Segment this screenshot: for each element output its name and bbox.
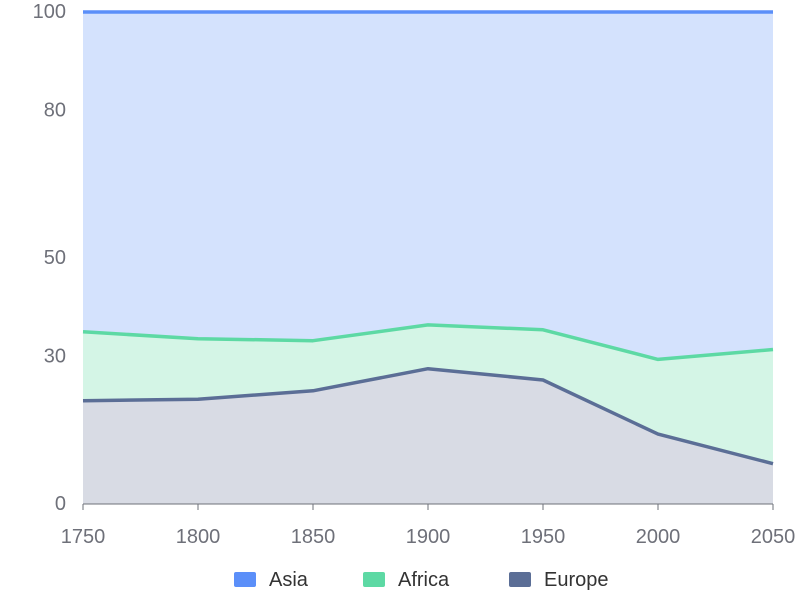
x-tick-label: 2050	[751, 526, 796, 548]
legend-swatch	[234, 572, 256, 587]
legend-item-europe[interactable]: Europe	[509, 569, 609, 591]
x-tick-label: 1900	[406, 526, 451, 548]
x-tick-label: 1800	[176, 526, 221, 548]
legend-swatch	[363, 572, 385, 587]
y-tick-label: 50	[44, 247, 66, 269]
legend: Asia Africa Europe	[234, 569, 609, 591]
legend-swatch	[509, 572, 531, 587]
x-tick-label: 1850	[291, 526, 336, 548]
legend-item-africa[interactable]: Africa	[363, 569, 450, 591]
x-axis: 1750 1800 1850 1900 1950 2000 2050	[61, 503, 796, 548]
area-africa	[83, 324, 773, 464]
y-tick-label: 80	[44, 99, 66, 121]
y-tick-label: 30	[44, 345, 66, 367]
x-tick-label: 1950	[521, 526, 566, 548]
line-europe	[82, 366, 774, 466]
y-axis: 0 30 50 80 100	[33, 1, 66, 515]
legend-item-asia[interactable]: Asia	[234, 569, 309, 591]
y-tick-label: 100	[33, 1, 66, 23]
area-asia	[83, 12, 773, 360]
y-tick-label: 0	[55, 493, 66, 515]
line-africa	[82, 323, 774, 362]
legend-label: Asia	[269, 569, 309, 591]
area-europe	[83, 368, 773, 504]
series-lines	[82, 10, 774, 466]
legend-label: Europe	[544, 569, 609, 591]
legend-label: Africa	[398, 569, 450, 591]
series-areas	[83, 12, 773, 504]
x-tick-label: 1750	[61, 526, 106, 548]
x-tick-label: 2000	[636, 526, 681, 548]
